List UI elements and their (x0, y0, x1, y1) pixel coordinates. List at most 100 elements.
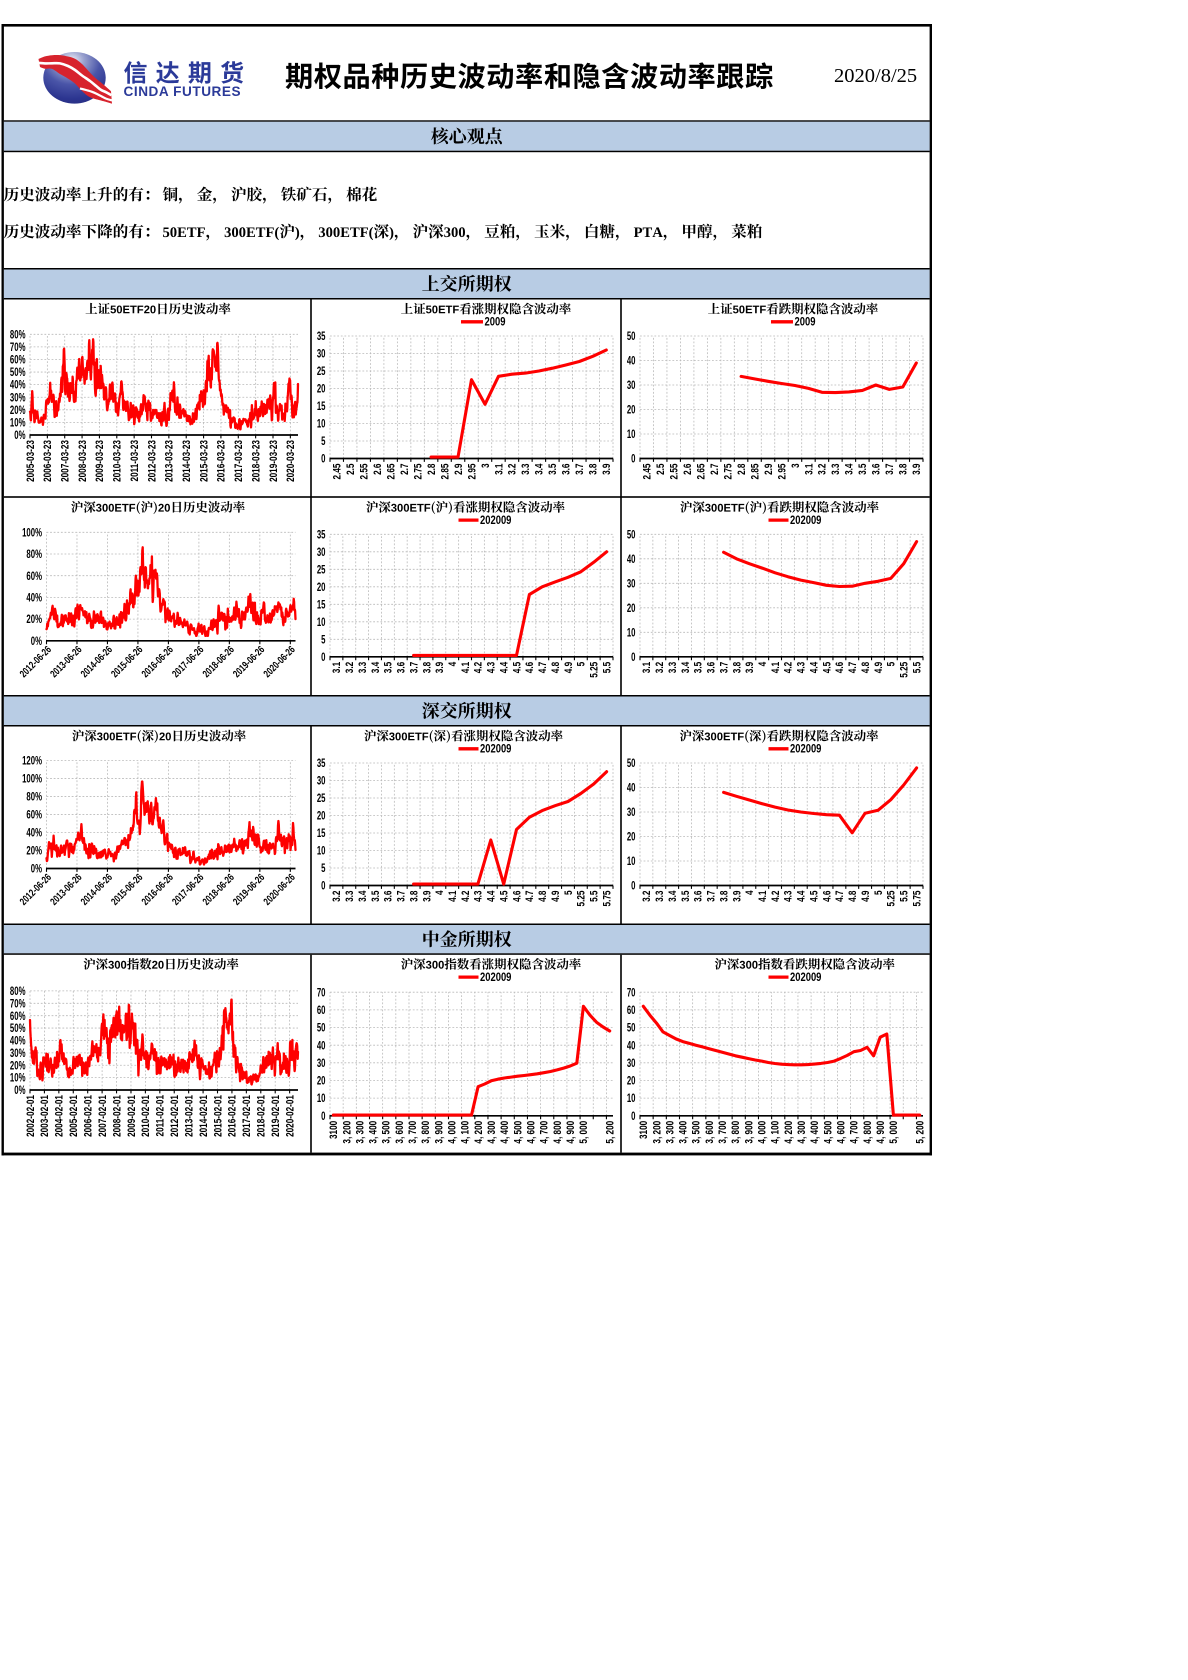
svg-text:35: 35 (317, 529, 326, 542)
svg-text:4.9: 4.9 (860, 891, 872, 902)
svg-text:5.25: 5.25 (576, 890, 588, 907)
svg-text:3.2: 3.2 (331, 891, 343, 902)
svg-text:40: 40 (627, 1040, 636, 1053)
svg-text:3, 900: 3, 900 (433, 1121, 445, 1144)
svg-text:4.1: 4.1 (770, 661, 782, 673)
svg-text:2012-02-01: 2012-02-01 (169, 1094, 181, 1137)
svg-text:3.9: 3.9 (601, 464, 613, 475)
svg-text:5.5: 5.5 (911, 661, 923, 673)
svg-text:30%: 30% (10, 392, 26, 405)
svg-text:30: 30 (627, 380, 636, 393)
svg-text:80%: 80% (10, 986, 26, 999)
svg-text:3.1: 3.1 (331, 661, 343, 673)
svg-text:0: 0 (321, 453, 326, 466)
svg-text:3, 900: 3, 900 (743, 1121, 755, 1144)
svg-text:3.8: 3.8 (731, 661, 743, 673)
svg-text:2.5: 2.5 (345, 463, 357, 475)
svg-text:2014-03-23: 2014-03-23 (181, 440, 193, 482)
svg-text:2016-06-26: 2016-06-26 (139, 871, 175, 907)
svg-text:2018-06-26: 2018-06-26 (200, 871, 236, 907)
svg-text:2002-02-01: 2002-02-01 (25, 1094, 37, 1137)
svg-text:3.1: 3.1 (493, 463, 505, 475)
svg-text:3, 500: 3, 500 (381, 1121, 393, 1144)
svg-text:3.8: 3.8 (421, 661, 433, 673)
svg-text:40%: 40% (26, 827, 42, 840)
svg-text:4.6: 4.6 (524, 662, 536, 673)
svg-text:0: 0 (321, 1110, 326, 1123)
svg-text:0%: 0% (31, 863, 42, 876)
svg-text:2018-06-26: 2018-06-26 (200, 644, 236, 680)
svg-text:5, 000: 5, 000 (578, 1121, 590, 1144)
svg-text:2020-06-26: 2020-06-26 (261, 871, 297, 907)
svg-text:4.8: 4.8 (860, 661, 872, 673)
svg-text:3.2: 3.2 (507, 464, 519, 475)
svg-text:0: 0 (631, 453, 636, 466)
svg-text:4.1: 4.1 (460, 661, 472, 673)
svg-text:3, 200: 3, 200 (651, 1121, 663, 1144)
svg-text:3.6: 3.6 (383, 891, 395, 902)
svg-text:2.8: 2.8 (426, 463, 438, 475)
svg-text:3.7: 3.7 (408, 662, 420, 673)
svg-text:4, 200: 4, 200 (473, 1121, 485, 1144)
svg-text:2004-02-01: 2004-02-01 (54, 1094, 66, 1137)
svg-text:80%: 80% (10, 329, 26, 342)
svg-text:2013-06-26: 2013-06-26 (48, 871, 84, 907)
svg-text:4, 200: 4, 200 (783, 1121, 795, 1144)
svg-text:3, 600: 3, 600 (704, 1121, 716, 1144)
svg-text:2009-03-23: 2009-03-23 (94, 440, 106, 482)
svg-text:2007-03-23: 2007-03-23 (59, 440, 71, 482)
svg-text:4, 400: 4, 400 (499, 1121, 511, 1144)
svg-text:4.3: 4.3 (473, 891, 485, 902)
svg-text:2015-06-26: 2015-06-26 (109, 871, 145, 907)
svg-text:2003-02-01: 2003-02-01 (39, 1094, 51, 1137)
svg-text:3.5: 3.5 (693, 661, 705, 673)
svg-text:4, 800: 4, 800 (552, 1121, 564, 1144)
svg-text:0%: 0% (31, 635, 42, 648)
svg-text:20%: 20% (26, 614, 42, 627)
svg-text:2006-02-01: 2006-02-01 (82, 1094, 94, 1137)
svg-text:5.25: 5.25 (886, 890, 898, 907)
svg-text:0%: 0% (14, 1085, 25, 1098)
svg-text:2012-03-23: 2012-03-23 (146, 440, 158, 482)
svg-text:4.5: 4.5 (821, 661, 833, 673)
svg-text:10: 10 (317, 616, 326, 629)
svg-text:20: 20 (317, 1075, 326, 1088)
svg-text:3.5: 3.5 (680, 890, 692, 902)
svg-text:3.2: 3.2 (817, 464, 829, 475)
svg-text:4.3: 4.3 (796, 662, 808, 673)
svg-text:2010-03-23: 2010-03-23 (112, 440, 124, 482)
svg-text:2016-02-01: 2016-02-01 (227, 1094, 239, 1137)
svg-text:15: 15 (317, 401, 326, 414)
svg-text:40: 40 (627, 553, 636, 566)
svg-text:3.4: 3.4 (680, 661, 692, 673)
svg-text:100%: 100% (22, 773, 42, 786)
svg-text:10%: 10% (10, 1072, 26, 1085)
svg-text:3.7: 3.7 (396, 891, 408, 902)
svg-text:50: 50 (317, 1022, 326, 1035)
svg-text:2.85: 2.85 (439, 463, 451, 480)
svg-text:5.5: 5.5 (898, 890, 910, 902)
svg-text:2015-02-01: 2015-02-01 (212, 1094, 224, 1137)
svg-text:2014-06-26: 2014-06-26 (78, 871, 114, 907)
svg-text:2020-02-01: 2020-02-01 (284, 1094, 296, 1137)
svg-text:2017-03-23: 2017-03-23 (233, 440, 245, 482)
svg-text:2017-06-26: 2017-06-26 (170, 871, 206, 907)
svg-text:5: 5 (576, 661, 588, 666)
svg-text:100%: 100% (22, 527, 42, 540)
svg-text:50%: 50% (10, 1023, 26, 1036)
svg-text:202009: 202009 (790, 514, 822, 527)
svg-text:2.75: 2.75 (722, 463, 734, 480)
svg-text:4.9: 4.9 (873, 662, 885, 673)
svg-text:2009: 2009 (795, 316, 816, 329)
svg-text:60%: 60% (26, 809, 42, 822)
svg-text:2007-02-01: 2007-02-01 (97, 1094, 109, 1137)
svg-text:4.3: 4.3 (783, 891, 795, 902)
svg-text:4.6: 4.6 (821, 891, 833, 902)
svg-text:2005-03-23: 2005-03-23 (25, 440, 37, 482)
svg-text:3.1: 3.1 (641, 661, 653, 673)
svg-text:0%: 0% (14, 430, 25, 443)
svg-text:3.6: 3.6 (396, 662, 408, 673)
svg-text:25: 25 (317, 366, 326, 379)
svg-text:4, 100: 4, 100 (770, 1121, 782, 1144)
svg-text:3, 200: 3, 200 (341, 1121, 353, 1144)
